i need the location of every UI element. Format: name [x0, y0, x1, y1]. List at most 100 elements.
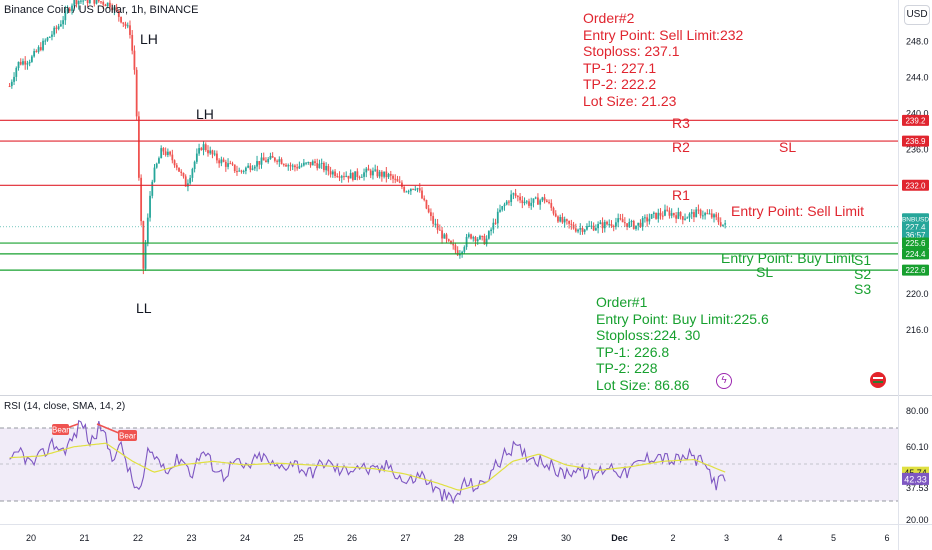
candle-body-226: [512, 193, 515, 195]
order2-title: Order#2: [583, 10, 635, 26]
candle-body-103: [238, 170, 241, 172]
candle-body-134: [307, 161, 310, 163]
candle-body-188: [427, 208, 430, 213]
candle-body-281: [635, 225, 637, 229]
candle-body-306: [690, 212, 693, 214]
support-resistance-lines[interactable]: [0, 119, 898, 271]
time-tick-label-9: 29: [507, 533, 517, 543]
candle-body-36: [88, 0, 91, 4]
candle-body-261: [590, 225, 593, 227]
lower-high-label-2: LH: [196, 106, 214, 122]
candle-body-271: [612, 226, 615, 228]
candle-body-137: [314, 161, 316, 164]
candle-body-250: [565, 219, 568, 221]
candle-body-255: [577, 229, 579, 232]
candle-body-76: [178, 167, 180, 172]
candle-body-69: [162, 148, 165, 152]
price-tag-bg-7: [902, 248, 929, 260]
candle-body-157: [358, 176, 361, 178]
order1-tp1: TP-1: 226.8: [596, 343, 670, 360]
candle-body-301: [679, 212, 682, 217]
candle-body-237: [537, 197, 539, 205]
candle-body-319: [719, 222, 722, 226]
candle-body-73: [171, 154, 174, 161]
candle-body-262: [592, 225, 595, 231]
candle-body-182: [414, 188, 417, 190]
candle-body-57: [135, 69, 138, 117]
r3-label: R3: [672, 115, 690, 131]
price-tag-bg-0: [902, 114, 929, 126]
time-tick-label-4: 24: [240, 533, 250, 543]
order2-lot-size: Lot Size: 21.23: [583, 92, 677, 109]
candle-body-94: [218, 160, 221, 164]
candle-body-214: [485, 238, 488, 245]
candle-body-238: [539, 200, 542, 205]
candle-body-140: [320, 162, 323, 164]
candle-body-30: [75, 0, 78, 5]
candle-body-147: [336, 176, 339, 178]
candle-body-305: [688, 213, 691, 218]
candle-body-207: [470, 234, 472, 239]
candle-body-19: [51, 34, 53, 37]
candle-body-246: [557, 216, 559, 222]
time-tick-label-8: 28: [454, 533, 464, 543]
candle-body-228: [516, 196, 519, 198]
candle-body-212: [481, 235, 484, 237]
candle-body-68: [160, 148, 163, 159]
candle-body-274: [619, 218, 622, 220]
time-tick-label-2: 22: [133, 533, 143, 543]
candle-body-124: [285, 164, 287, 167]
rsi-tick-label-0: 80.00: [906, 406, 929, 416]
candle-body-54: [129, 25, 131, 35]
price-tag-bg-6: [902, 237, 929, 249]
stoploss-buy-label: SL: [756, 264, 774, 280]
candle-body-179: [407, 191, 410, 193]
candle-body-313: [706, 213, 709, 215]
candle-body-24: [62, 20, 64, 25]
currency-button[interactable]: USD: [904, 5, 930, 25]
candle-body-165: [376, 169, 379, 177]
time-axis[interactable]: 20 21 22 23 24 25 26 27 28 29 30 Dec 2 3 4 5 6: [26, 533, 890, 543]
candle-body-122: [280, 159, 283, 165]
s1-label: S1: [854, 252, 872, 268]
candle-body-227: [514, 193, 517, 197]
candle-body-172: [392, 175, 394, 179]
candle-body-87: [202, 144, 205, 151]
candle-body-311: [701, 215, 704, 217]
candle-body-294: [664, 209, 666, 216]
candle-body-193: [438, 229, 441, 231]
time-tick-label-13: 3: [724, 533, 729, 543]
candle-body-72: [169, 151, 171, 155]
time-tick-label-12: 2: [670, 533, 675, 543]
candle-body-81: [189, 177, 192, 184]
lightning-icon[interactable]: ϟ: [716, 373, 732, 389]
order2-tp1: TP-1: 227.1: [583, 59, 657, 76]
candle-body-168: [383, 171, 385, 177]
candle-body-84: [195, 153, 198, 162]
candle-body-65: [153, 167, 156, 182]
candle-body-244: [552, 207, 555, 214]
candle-body-321: [724, 223, 727, 225]
candle-body-236: [534, 197, 537, 199]
candle-body-307: [693, 212, 695, 218]
candle-body-2: [13, 76, 15, 82]
flag-icon[interactable]: [870, 372, 886, 388]
candle-body-136: [311, 161, 314, 166]
candle-body-219: [496, 211, 499, 224]
candle-body-291: [657, 212, 660, 219]
price-tag-bg-1: [902, 135, 929, 147]
s2-label: S2: [854, 266, 872, 282]
candle-body-43: [104, 4, 107, 7]
candle-body-265: [599, 222, 602, 224]
candle-body-155: [354, 171, 357, 180]
rsi-indicator-title[interactable]: RSI (14, close, SMA, 14, 2): [4, 401, 126, 412]
candle-body-78: [182, 172, 185, 177]
candle-body-210: [476, 239, 479, 242]
candle-body-0: [8, 86, 11, 88]
candle-body-184: [418, 188, 421, 191]
candle-body-195: [443, 234, 446, 239]
candle-body-108: [249, 165, 252, 170]
candle-body-13: [37, 47, 40, 52]
